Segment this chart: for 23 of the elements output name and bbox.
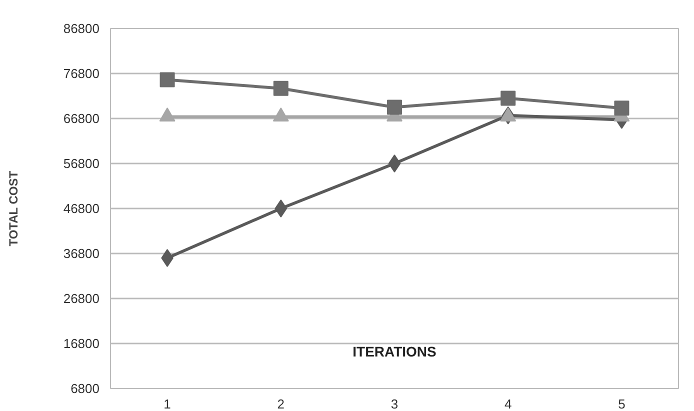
y-tick-label: 26800 xyxy=(63,291,100,306)
y-tick-label: 76800 xyxy=(63,66,100,81)
y-axis-title: TOTAL COST xyxy=(6,170,20,246)
point xyxy=(274,200,288,218)
y-tick-label: 16800 xyxy=(63,336,100,351)
y-tick-label: 6800 xyxy=(70,381,100,396)
x-tick-label: 4 xyxy=(504,396,512,411)
y-tick-label: 86800 xyxy=(63,21,100,36)
point xyxy=(614,100,630,116)
x-tick-label: 3 xyxy=(390,396,398,411)
y-tick-label: 56800 xyxy=(63,156,100,171)
point xyxy=(387,100,402,115)
y-tick-label: 46800 xyxy=(63,201,100,216)
point xyxy=(388,154,401,172)
y-tick-label: 36800 xyxy=(63,246,100,261)
point xyxy=(500,90,516,106)
x-tick-label: 2 xyxy=(277,396,285,411)
point xyxy=(160,72,175,88)
y-tick-label: 66800 xyxy=(63,111,100,126)
x-tick-label: 5 xyxy=(618,396,626,411)
point xyxy=(273,80,288,96)
x-axis-title: ITERATIONS xyxy=(352,344,436,360)
x-tick-label: 1 xyxy=(164,396,171,411)
